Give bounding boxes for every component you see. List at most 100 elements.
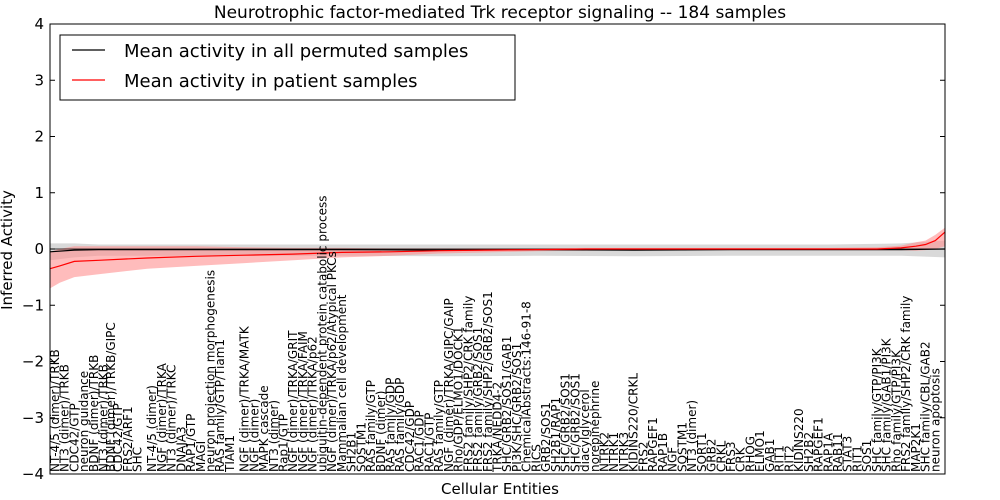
entity-label: CDC42/GTP: [67, 403, 81, 472]
entity-label: NGF (dimer)/TRKA/GRIT: [286, 330, 300, 472]
entity-label: RIT1: [773, 445, 787, 472]
entity-label: NGF (dimer)/TRKA/p62: [306, 336, 320, 472]
entity-label: RAS family/GDP: [393, 378, 407, 472]
entity-label: neuron guidance: [77, 371, 91, 472]
entity-label: FRS2 family/SHP2/CRK family: [461, 296, 475, 472]
entity-label: NGF (dimer)/TRKA/p62/Atypical PKCs: [325, 251, 339, 472]
confidence-bands: [50, 227, 945, 289]
entity-label: RIT2: [782, 445, 796, 472]
entity-label: Rho/GDP/ELMO1/DOCK1: [452, 327, 466, 472]
entity-label: KIDINS220: [792, 408, 806, 472]
entity-label: SHC: [131, 447, 145, 472]
entity-label: RIT1: [850, 445, 864, 472]
chart-title: Neurotrophic factor-mediated Trk recepto…: [214, 3, 786, 23]
entity-label: RAPGEF1: [812, 417, 826, 472]
entity-label: SHC family/CBL/GAB2: [919, 341, 933, 472]
y-tick-label: 0: [34, 240, 44, 258]
entity-label: RAC1/GTP: [422, 413, 436, 472]
entity-label: MAP2K1: [909, 423, 923, 472]
entity-label: CDC42/GTP: [111, 403, 125, 472]
entity-label: FRS2 family/SHP2/CRK family: [899, 296, 913, 472]
entity-label: neuron projection morphogenesis: [204, 270, 218, 472]
entity-label: PI3K/SHC/GRB2/SOS1: [510, 343, 524, 472]
entity-label: MAGI: [194, 441, 208, 472]
entity-label: RAS family/GTP: [364, 380, 378, 472]
entity-label: NT3 (dimer)/TRKB: [97, 364, 111, 472]
band-patient: [50, 227, 945, 289]
entity-label: CRK: [734, 446, 748, 472]
entity-label: SQSTM1: [675, 422, 689, 472]
y-tick-label: −4: [22, 465, 44, 483]
entity-label: SH2B1/RAP1: [549, 397, 563, 472]
entity-label: SORT1: [695, 433, 709, 473]
entity-label: Rap1/GTP: [277, 414, 291, 472]
entity-label: NT3 (dimer)/TRKB: [58, 364, 72, 472]
entity-label: BDNF (dimer)/TRKB/GIPC: [104, 322, 118, 472]
legend: Mean activity in all permuted samples Me…: [59, 34, 516, 101]
entity-label: GRB2: [705, 438, 719, 472]
entity-label: FRS2: [636, 442, 650, 473]
y-tick-label: −1: [22, 296, 44, 314]
y-tick-label: 2: [34, 128, 44, 146]
entity-label: CDC42/GDP: [403, 401, 417, 472]
x-axis-label: Cellular Entities: [441, 480, 559, 498]
entity-label: ELMO1: [753, 430, 767, 472]
entity-label: GAB1: [763, 439, 777, 472]
entity-label: STAT3: [841, 436, 855, 472]
line-patient: [49, 231, 946, 270]
entity-label: NGF (dimer)/TRKA/FAIM: [296, 331, 310, 472]
y-axis-ticks: −4 −3 −2 −1 0 1 2 3 4: [22, 15, 945, 483]
entity-label: RAC1/GDP: [413, 410, 427, 472]
entity-label: SOS1: [860, 440, 874, 472]
entity-label: ubiquitin-dependent protein catabolic pr…: [315, 196, 329, 472]
entity-label: SHC family/GAB1/PI3K: [880, 337, 894, 472]
entity-label: DNAJA3: [174, 426, 188, 472]
entity-label: MAPK cascade: [257, 385, 271, 472]
entity-label: FRS2/ARF1: [121, 406, 135, 472]
legend-label-permuted: Mean activity in all permuted samples: [124, 41, 468, 62]
entity-label: SHC/GRB2/SOS1: [559, 373, 573, 472]
entity-label: GRB2/SOS1: [539, 402, 553, 472]
y-tick-label: 3: [34, 71, 44, 89]
series-lines: [49, 231, 946, 270]
entity-label: RICS: [529, 444, 543, 472]
entity-label: NT3 (dimer): [685, 400, 699, 472]
entity-label: NT3 (dimer): [267, 400, 281, 472]
y-tick-label: 4: [34, 15, 44, 33]
entity-label: FRS2 family/SHP2/GRB2/SOS1: [481, 291, 495, 472]
entity-label: ChemicalAbstracts:146-91-8: [520, 301, 534, 472]
y-tick-label: 1: [34, 184, 44, 202]
entity-label: RAPGEF1: [646, 417, 660, 472]
entity-label: NGF (dimer)/TRKA: [155, 362, 169, 472]
entity-label: NGF (dimer)/TRKA/GIPC/GAIP: [442, 298, 456, 472]
entity-label: NTRK3: [617, 432, 631, 472]
entity-label: RAS family/GTP/Tiam1: [213, 339, 227, 472]
entity-label: RAS family/GTP: [432, 380, 446, 472]
entity-label: RHOG: [743, 436, 757, 472]
entity-label: NGF: [666, 447, 680, 472]
y-tick-label: −3: [22, 409, 44, 427]
entity-label: NTRK2: [598, 432, 612, 472]
entity-label: SQSTM1: [354, 422, 368, 472]
entity-label: NT3 (dimer)/TRKC: [165, 365, 179, 472]
entity-label: RAP1/GTP: [184, 414, 198, 472]
entity-label: SH2B2: [802, 432, 816, 472]
entity-label: NGF (dimer)/TRKA/MATK: [238, 325, 252, 472]
entity-label: FRS2 family/GRB2/SOS1: [471, 327, 485, 472]
entity-label: FRS3: [724, 442, 738, 473]
entity-label: SHC/GRB2/SOS1: [568, 373, 582, 472]
entity-label: RAB11: [831, 432, 845, 472]
plot-frame: [49, 23, 946, 475]
entity-label: NT-4/5 (dimer): [145, 385, 159, 472]
y-axis-label: Inferred Activity: [0, 190, 16, 310]
entity-label: TIAM1: [223, 435, 237, 473]
entity-label: RAS family/GDP: [384, 378, 398, 472]
entity-label: diacylglycerol: [578, 389, 592, 472]
entity-label: neuron apoptosis: [928, 368, 942, 472]
entity-label: RAP1B: [656, 433, 670, 472]
entity-label: SHC family/GTP/PI3K: [870, 347, 884, 472]
entity-label: NGF (dimer): [247, 399, 261, 472]
entity-label: RAP1A: [821, 432, 835, 472]
